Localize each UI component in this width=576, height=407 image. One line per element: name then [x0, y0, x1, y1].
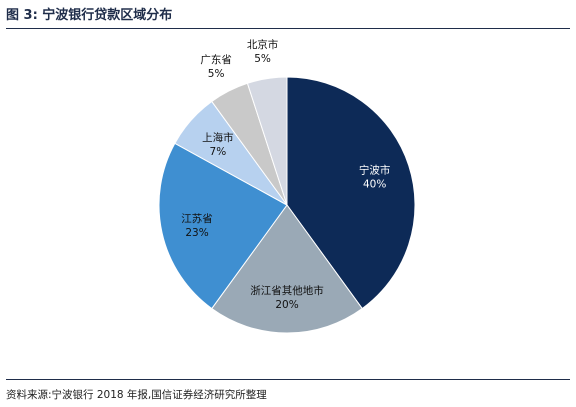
slice-category-label: 宁波市 [359, 164, 391, 177]
slice-value-label: 5% [254, 53, 271, 65]
slice-category-label: 广东省 [200, 53, 232, 66]
pie-slice [211, 204, 363, 334]
slice-value-label: 20% [275, 299, 298, 311]
source-divider [6, 379, 570, 380]
slice-category-label: 上海市 [202, 131, 234, 144]
pie-slice [158, 142, 288, 310]
slice-category-label: 浙江省其他地市 [250, 284, 324, 297]
pie-slice [246, 76, 288, 206]
slice-value-label: 40% [363, 179, 386, 191]
title-divider [6, 28, 570, 29]
chart-title: 图 3: 宁波银行贷款区域分布 [6, 8, 173, 23]
slice-category-label: 北京市 [247, 38, 279, 51]
slice-value-label: 23% [185, 227, 208, 239]
slice-value-label: 5% [208, 68, 225, 80]
slice-category-label: 江苏省 [181, 212, 213, 225]
source-note: 资料来源:宁波银行 2018 年报,国信证券经济研究所整理 [6, 389, 267, 401]
slice-value-label: 7% [210, 146, 227, 158]
pie-slice [286, 76, 416, 310]
